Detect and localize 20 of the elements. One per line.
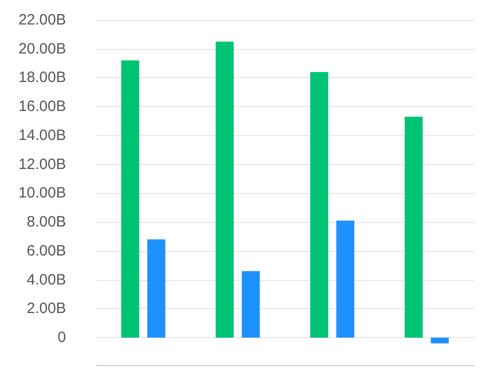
y-tick-label: 2.00B: [26, 300, 66, 318]
bar: [121, 60, 140, 338]
y-tick-label: 6.00B: [26, 242, 66, 260]
y-tick-label: 18.00B: [18, 69, 66, 86]
y-tick-label: 22.00B: [18, 12, 66, 28]
y-tick-label: 12.00B: [18, 156, 66, 173]
bar: [404, 116, 423, 338]
y-tick-label: 14.00B: [18, 126, 66, 144]
bar: [310, 72, 328, 338]
y-tick-label: 4.00B: [26, 271, 66, 288]
bar: [336, 220, 354, 338]
bar: [216, 42, 234, 338]
bar: [147, 239, 166, 338]
bar: [430, 338, 449, 344]
y-tick-label: 0: [58, 329, 66, 346]
y-tick-label: 8.00B: [26, 214, 66, 231]
y-tick-label: 16.00B: [18, 98, 66, 116]
y-tick-label: 20.00B: [18, 40, 66, 58]
bar: [242, 271, 260, 338]
y-tick-label: 10.00B: [18, 184, 66, 202]
